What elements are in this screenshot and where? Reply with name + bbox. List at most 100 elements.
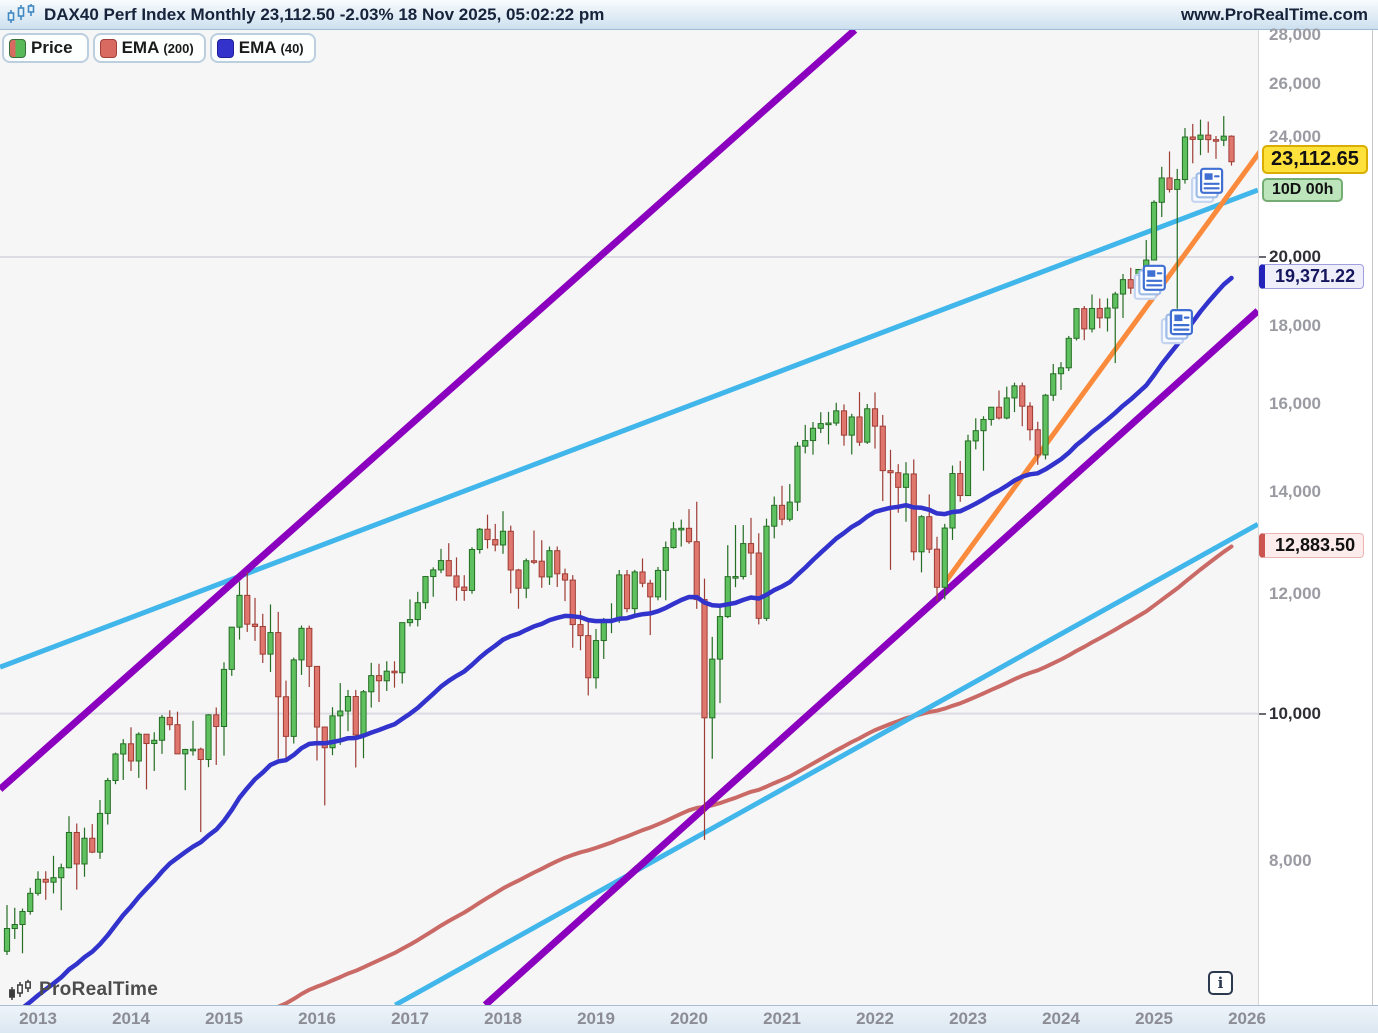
prorealtime-logo-icon — [9, 979, 31, 1000]
prorealtime-watermark: ProRealTime — [8, 979, 158, 1001]
year-tick-label: 2026 — [1228, 1009, 1266, 1028]
legend-item-price[interactable]: Price — [2, 33, 89, 63]
candle — [81, 837, 88, 865]
candle — [794, 445, 801, 503]
ema40-series-icon — [216, 38, 234, 58]
title-bar: DAX40 Perf Index Monthly 23,112.50 -2.03… — [0, 0, 1378, 30]
candle — [778, 504, 786, 520]
candle — [988, 406, 995, 420]
candle — [65, 831, 73, 869]
candle — [58, 867, 65, 879]
candle — [391, 670, 398, 674]
candle — [306, 627, 313, 667]
candle — [197, 748, 204, 760]
candle — [1081, 308, 1088, 330]
price-chart-canvas[interactable]: ProRealTime — [0, 30, 1258, 1005]
price-tick-label: 26,000 — [1269, 74, 1321, 94]
candle — [275, 632, 282, 698]
year-tick-label: 2018 — [484, 1009, 522, 1028]
trendline-channel-support-skyblue-lower[interactable] — [394, 522, 1258, 1005]
price-tick-label: 16,000 — [1269, 394, 1321, 413]
candle — [174, 724, 181, 755]
candle — [259, 625, 266, 655]
year-tick-label: 2015 — [205, 1009, 243, 1028]
candle — [809, 427, 817, 442]
candle — [89, 837, 96, 853]
year-tick-label: 2024 — [1042, 1009, 1080, 1028]
candle — [1112, 293, 1119, 309]
candles-layer — [3, 116, 1235, 955]
candle — [933, 548, 941, 588]
candle — [786, 501, 793, 520]
candle — [817, 423, 824, 429]
candlestick-chart[interactable] — [0, 30, 1258, 1005]
candle — [399, 622, 406, 674]
candle — [205, 714, 212, 760]
candle — [747, 543, 755, 554]
website-link[interactable]: www.ProRealTime.com — [1180, 4, 1368, 24]
year-tick-label: 2023 — [949, 1009, 987, 1028]
candle — [1205, 134, 1212, 141]
price-tick-label: 10,000 — [1259, 703, 1321, 725]
candle — [647, 582, 654, 598]
candle — [763, 525, 770, 619]
last-price-badge: 23,112.65 — [1262, 144, 1368, 174]
price-axis[interactable]: 23,112.65 10D 00h 19,371.22 12,883.50 8,… — [1258, 25, 1373, 1005]
candle — [321, 726, 328, 749]
legend-item-ema40[interactable]: EMA (40) — [209, 33, 316, 63]
candle — [569, 579, 576, 626]
candle — [468, 549, 476, 591]
info-button[interactable]: i — [1208, 971, 1233, 995]
year-tick-label: 2019 — [577, 1009, 615, 1028]
candle — [1011, 385, 1018, 399]
candle — [771, 504, 778, 527]
price-tick-label: 12,000 — [1269, 583, 1321, 603]
year-tick-label: 2025 — [1135, 1009, 1173, 1028]
candle — [980, 418, 987, 432]
candle — [972, 430, 979, 442]
candle — [492, 539, 499, 546]
candle — [1026, 405, 1034, 431]
candle — [422, 576, 429, 604]
trendline-channel-purple-upper[interactable] — [0, 30, 858, 792]
year-tick-label: 2022 — [856, 1009, 894, 1028]
time-axis[interactable]: 2013 2014 2015 2016 2017 2018 2019 2020 2021 2022… — [0, 1005, 1378, 1033]
candle — [848, 416, 855, 436]
trendline-channel-support-skyblue-upper[interactable] — [0, 187, 1258, 670]
candle — [375, 675, 383, 682]
legend-item-ema200[interactable]: EMA (200) — [92, 33, 206, 63]
candle — [1166, 177, 1173, 190]
candle — [701, 599, 708, 719]
ema40-value-badge: 19,371.22 — [1259, 264, 1365, 290]
candle — [654, 569, 662, 598]
year-tick-label: 2020 — [670, 1009, 708, 1028]
news-note-icon[interactable] — [1133, 264, 1166, 300]
legend-label: EMA — [121, 38, 160, 57]
candle — [995, 406, 1003, 419]
ema-40-line[interactable] — [7, 275, 1234, 1005]
trendline-support-orange[interactable] — [941, 149, 1258, 586]
price-tick-label: 24,000 — [1269, 126, 1321, 146]
candle — [484, 528, 491, 541]
trendline-channel-purple-lower[interactable] — [482, 308, 1258, 1005]
candle — [158, 716, 166, 741]
news-note-icon[interactable] — [1160, 309, 1194, 345]
candle — [143, 733, 150, 745]
candle — [499, 530, 507, 546]
candle — [724, 576, 731, 618]
candle — [802, 440, 809, 447]
candle — [73, 831, 80, 865]
candle — [414, 602, 421, 621]
candle — [1228, 135, 1235, 163]
candle — [864, 408, 871, 443]
candle — [631, 571, 638, 610]
news-note-icon[interactable] — [1190, 167, 1224, 203]
candle — [96, 812, 104, 853]
candle — [461, 586, 468, 591]
candle — [251, 623, 259, 627]
candle — [1065, 337, 1072, 369]
ema-200-line[interactable] — [7, 544, 1234, 1006]
price-tick-label: 14,000 — [1269, 481, 1321, 501]
year-tick-label: 2016 — [298, 1009, 336, 1028]
